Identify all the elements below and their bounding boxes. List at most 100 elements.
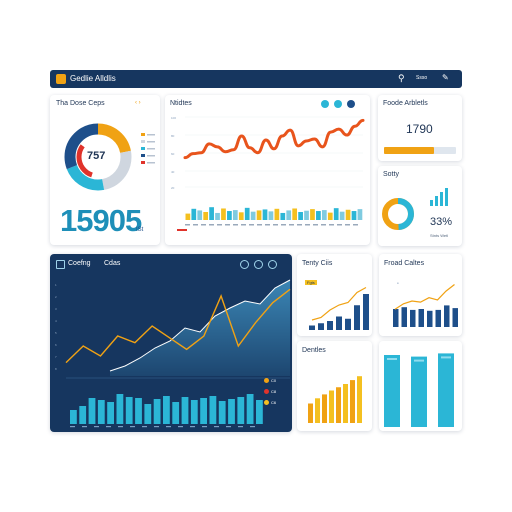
refresh-icon[interactable] (334, 100, 342, 108)
more-icon[interactable] (347, 100, 355, 108)
trend-bar (292, 208, 298, 220)
denties-chart (308, 376, 362, 423)
donut-card: Tha Dose Ceps ‹ › 757 15905 ISt (50, 95, 160, 245)
y-tick-label: 3 (55, 307, 57, 311)
x-tick-label (70, 426, 75, 428)
x-tick-label (226, 426, 231, 428)
mini-bar (445, 188, 448, 206)
main-bar (97, 400, 105, 424)
trend-bar (268, 211, 274, 220)
trend-bar (351, 211, 357, 220)
br-bar (435, 309, 441, 327)
trend-bar (280, 212, 286, 220)
trend-bar (321, 210, 327, 220)
trend-bar (256, 210, 262, 220)
info-icon[interactable] (321, 100, 329, 108)
tentry-bar (336, 316, 342, 330)
br-bar (427, 310, 433, 327)
donut-center-value: 757 (87, 150, 106, 162)
x-tick-label (209, 224, 214, 226)
y-tick-label: 40 (171, 170, 175, 174)
legend-item: C6 (264, 400, 276, 405)
mini-bar (440, 192, 443, 206)
trend-bar (298, 212, 303, 220)
main-bar (228, 399, 235, 424)
card-title: Coefng (68, 260, 91, 267)
main-bar (218, 401, 226, 424)
x-tick-label (106, 426, 111, 428)
search-icon[interactable]: ⚲ (398, 73, 405, 83)
progress-fill (384, 147, 435, 154)
x-tick-label (250, 426, 255, 428)
y-tick-label: 4 (55, 319, 57, 323)
bell-icon[interactable]: ⚑ (461, 73, 469, 82)
y-tick-label: 6 (55, 343, 57, 347)
refresh-icon[interactable] (254, 260, 263, 269)
progress-track (384, 147, 456, 154)
br-annotation: ● (397, 281, 399, 285)
more-icon[interactable] (268, 260, 277, 269)
x-tick-label (225, 224, 230, 226)
main-bar (144, 404, 152, 424)
card-title: Froad Caltes (384, 260, 425, 267)
x-tick-label (241, 224, 246, 226)
mini-bar (430, 200, 433, 206)
app-logo (56, 74, 66, 84)
legend-label (147, 162, 155, 164)
donut-inner-slice (76, 135, 120, 179)
tall-bar-label (441, 356, 451, 359)
big-number-suffix: ISt (136, 227, 144, 233)
x-tick-label (305, 224, 310, 226)
legend-item: C8 (264, 389, 276, 394)
menu-text[interactable]: Ssso (416, 75, 428, 81)
tentry-bar (309, 325, 315, 330)
br-bar (452, 308, 458, 327)
settings-icon[interactable] (497, 74, 506, 83)
gauge-fill (382, 198, 414, 230)
main-bar (116, 394, 124, 424)
trend-bar (185, 213, 191, 220)
legend-item: C0 (264, 378, 276, 383)
trend-bar (333, 208, 339, 220)
legend-swatch (141, 147, 145, 150)
trend-bar (250, 211, 256, 220)
x-tick-label (142, 426, 147, 428)
denties-bar (357, 376, 362, 423)
x-tick-label (321, 224, 326, 226)
x-tick-label (233, 224, 238, 226)
area-fill (110, 280, 290, 376)
card-title: Sotty (383, 171, 399, 178)
badge: Fgts (305, 280, 317, 285)
trend-line (183, 118, 365, 160)
main-bar (246, 394, 254, 424)
main-bar (88, 398, 96, 424)
card-title: Foode Arbletls (383, 100, 428, 107)
trend-bar (310, 209, 315, 220)
user-icon[interactable] (478, 74, 487, 84)
denties-bar (322, 394, 327, 423)
y-tick-label: 7 (55, 355, 57, 359)
main-bar (163, 396, 170, 424)
denties-bar (308, 403, 313, 423)
x-tick-label (273, 224, 278, 226)
denties-bar (315, 398, 320, 423)
x-tick-label (166, 426, 171, 428)
card-title: Tha Dose Ceps (56, 100, 105, 107)
y-tick-label: 100 (171, 116, 176, 120)
small-donut-chart (382, 188, 448, 230)
x-tick-label (345, 224, 350, 226)
x-tick-label (337, 224, 342, 226)
x-tick-label (94, 426, 99, 428)
chevron-icons[interactable]: ‹ › (135, 100, 141, 106)
edit-icon[interactable]: ✎ (442, 73, 449, 82)
info-icon[interactable] (240, 260, 249, 269)
legend-label: C6 (271, 400, 277, 405)
br-bar (401, 307, 407, 327)
trend-bar (197, 210, 203, 220)
trend-bar (244, 207, 250, 220)
trend-bar (262, 209, 268, 220)
br-bar (418, 309, 424, 327)
x-tick-label (329, 224, 334, 226)
tentry-bar (354, 305, 360, 330)
